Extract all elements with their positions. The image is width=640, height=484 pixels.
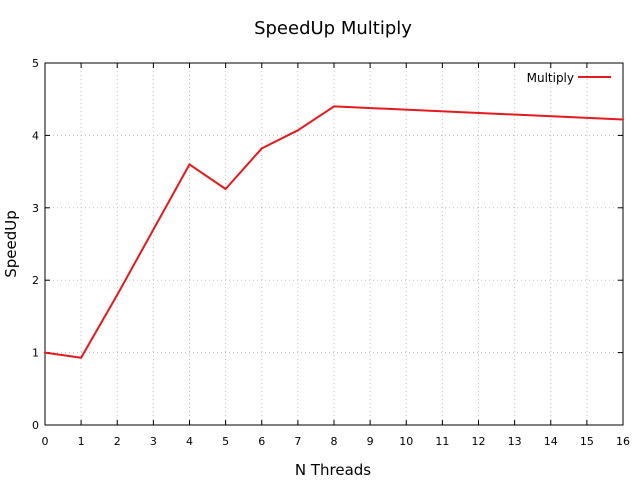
legend: Multiply: [527, 71, 611, 85]
series-line-multiply: [44, 105, 624, 359]
x-tick-label: 1: [78, 435, 85, 448]
data-point: [224, 187, 227, 190]
y-tick-label: 2: [32, 274, 39, 287]
x-tick-label: 2: [114, 435, 121, 448]
data-point: [260, 147, 263, 150]
legend-label: Multiply: [527, 71, 574, 85]
x-tick-label: 13: [508, 435, 522, 448]
data-point: [296, 129, 299, 132]
data-point: [80, 356, 83, 359]
x-tick-label: 8: [331, 435, 338, 448]
data-point: [188, 163, 191, 166]
x-tick-label: 11: [435, 435, 449, 448]
x-tick-label: 10: [399, 435, 413, 448]
data-point: [44, 351, 46, 354]
y-tick-label: 3: [32, 202, 39, 215]
x-tick-label: 3: [150, 435, 157, 448]
x-tick-label: 12: [472, 435, 486, 448]
x-tick-label: 9: [367, 435, 374, 448]
x-tick-label: 6: [258, 435, 265, 448]
x-tick-label: 5: [222, 435, 229, 448]
y-tick-label: 4: [32, 129, 39, 142]
x-tick-label: 15: [580, 435, 594, 448]
y-axis-title: SpeedUp: [2, 210, 20, 278]
x-tick-label: 16: [616, 435, 630, 448]
grid: [45, 63, 623, 425]
x-tick-label: 14: [544, 435, 558, 448]
chart-title: SpeedUp Multiply: [254, 18, 412, 39]
x-axis-title: N Threads: [295, 461, 371, 479]
data-point: [333, 105, 335, 108]
x-tick-label: 7: [294, 435, 301, 448]
y-tick-label: 5: [32, 57, 39, 70]
x-tick-label: 4: [186, 435, 193, 448]
data-point: [116, 293, 119, 296]
x-tick-label: 0: [42, 435, 49, 448]
series-layer: [44, 105, 624, 359]
y-tick-label: 1: [32, 347, 39, 360]
y-tick-label: 0: [32, 419, 39, 432]
data-point: [622, 118, 624, 121]
